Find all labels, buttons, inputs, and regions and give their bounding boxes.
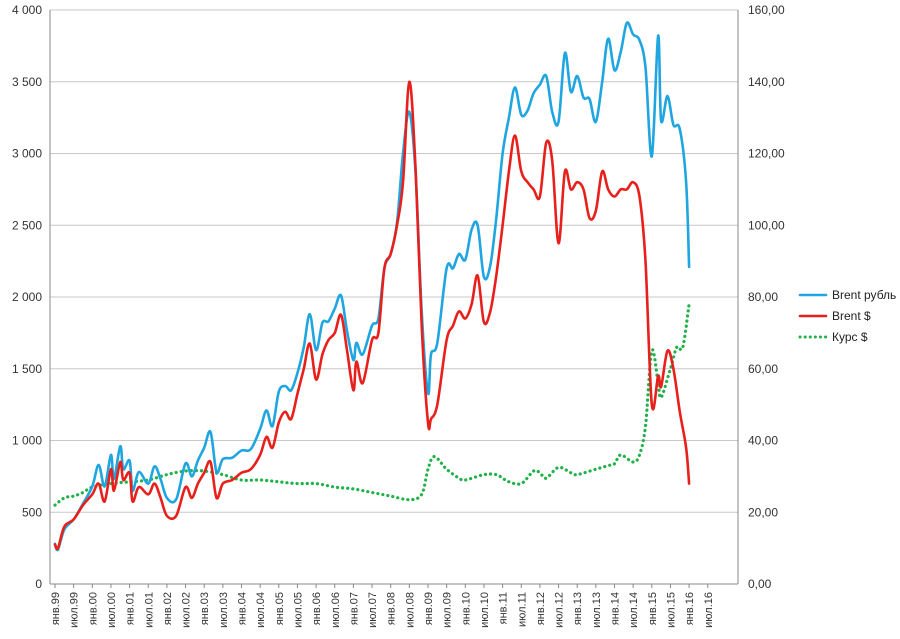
left-tick-label: 3 500 <box>12 75 42 89</box>
x-tick-label: янв.99 <box>50 592 62 625</box>
x-tick-label: янв.04 <box>237 592 249 625</box>
left-tick-label: 1 500 <box>12 362 42 376</box>
x-tick-label: июл.08 <box>404 592 416 628</box>
x-tick-label: июл.05 <box>292 592 304 628</box>
x-tick-label: янв.07 <box>348 592 360 625</box>
x-tick-label: янв.09 <box>423 592 435 625</box>
x-tick-label: июл.15 <box>665 592 677 628</box>
left-tick-label: 4 000 <box>12 3 42 17</box>
right-tick-label: 60,00 <box>748 362 778 376</box>
x-tick-label: июл.07 <box>367 592 379 628</box>
x-tick-label: июл.01 <box>143 592 155 628</box>
right-tick-label: 120,00 <box>748 147 785 161</box>
x-tick-label: июл.16 <box>703 592 715 628</box>
axes <box>49 10 739 585</box>
x-tick-label: янв.12 <box>535 592 547 625</box>
x-tick-label: июл.13 <box>591 592 603 628</box>
left-tick-label: 2 500 <box>12 218 42 232</box>
x-tick-label: июл.10 <box>479 592 491 628</box>
x-tick-label: янв.11 <box>498 592 510 624</box>
x-tick-label: янв.15 <box>647 592 659 625</box>
x-tick-label: июл.06 <box>330 592 342 628</box>
series-line-2 <box>53 302 691 507</box>
x-tick-label: июл.04 <box>255 592 267 628</box>
legend-label-0: Brent рубль <box>832 288 896 302</box>
x-tick-label: янв.01 <box>125 592 137 625</box>
left-tick-label: 3 000 <box>12 147 42 161</box>
x-tick-label: июл.12 <box>554 592 566 628</box>
x-tick-label: янв.13 <box>572 592 584 625</box>
x-tick-label: янв.06 <box>311 592 323 625</box>
right-tick-label: 40,00 <box>748 434 778 448</box>
x-tick-label: янв.00 <box>87 592 99 625</box>
x-tick-label: янв.08 <box>386 592 398 625</box>
right-tick-label: 20,00 <box>748 505 778 519</box>
x-tick-label: янв.05 <box>274 592 286 625</box>
right-tick-label: 80,00 <box>748 290 778 304</box>
x-tick-label: июл.11 <box>516 592 528 627</box>
x-tick-label: июл.02 <box>181 592 193 628</box>
right-tick-label: 100,00 <box>748 218 785 232</box>
legend-label-1: Brent $ <box>832 309 871 323</box>
x-tick-label: июл.99 <box>69 592 81 628</box>
series-layer <box>53 21 691 552</box>
right-tick-label: 140,00 <box>748 75 785 89</box>
right-tick-label: 0,00 <box>748 577 772 591</box>
x-tick-label: июл.00 <box>106 592 118 628</box>
x-tick-label: янв.10 <box>460 592 472 625</box>
x-tick-label: янв.03 <box>199 592 211 625</box>
x-tick-label: янв.02 <box>162 592 174 625</box>
x-tick-label: июл.03 <box>218 592 230 628</box>
x-axis-ticks: янв.99 июл.99 янв.00 июл.00 янв.01 июл.01 янв.… <box>50 584 715 628</box>
left-tick-label: 500 <box>22 505 42 519</box>
grid-lines <box>50 9 738 585</box>
left-tick-label: 2 000 <box>12 290 42 304</box>
x-tick-label: янв.14 <box>610 592 622 625</box>
left-tick-label: 0 <box>35 577 42 591</box>
left-axis-ticks: 0 500 1 000 1 500 2 000 2 500 3 000 3 500 4 000 <box>12 3 42 591</box>
right-tick-label: 160,00 <box>748 3 785 17</box>
x-tick-label: июл.14 <box>628 592 640 628</box>
series-line-0 <box>53 21 691 552</box>
right-axis-ticks: 0,00 20,00 40,00 60,00 80,00 100,00 120,00 140,… <box>748 3 785 591</box>
x-tick-label: июл.09 <box>442 592 454 628</box>
legend: Brent рубль Brent $ Курс $ <box>798 288 896 344</box>
x-tick-label: янв.16 <box>684 592 696 625</box>
legend-label-2: Курс $ <box>832 330 868 344</box>
left-tick-label: 1 000 <box>12 434 42 448</box>
series-line-1 <box>53 80 691 551</box>
